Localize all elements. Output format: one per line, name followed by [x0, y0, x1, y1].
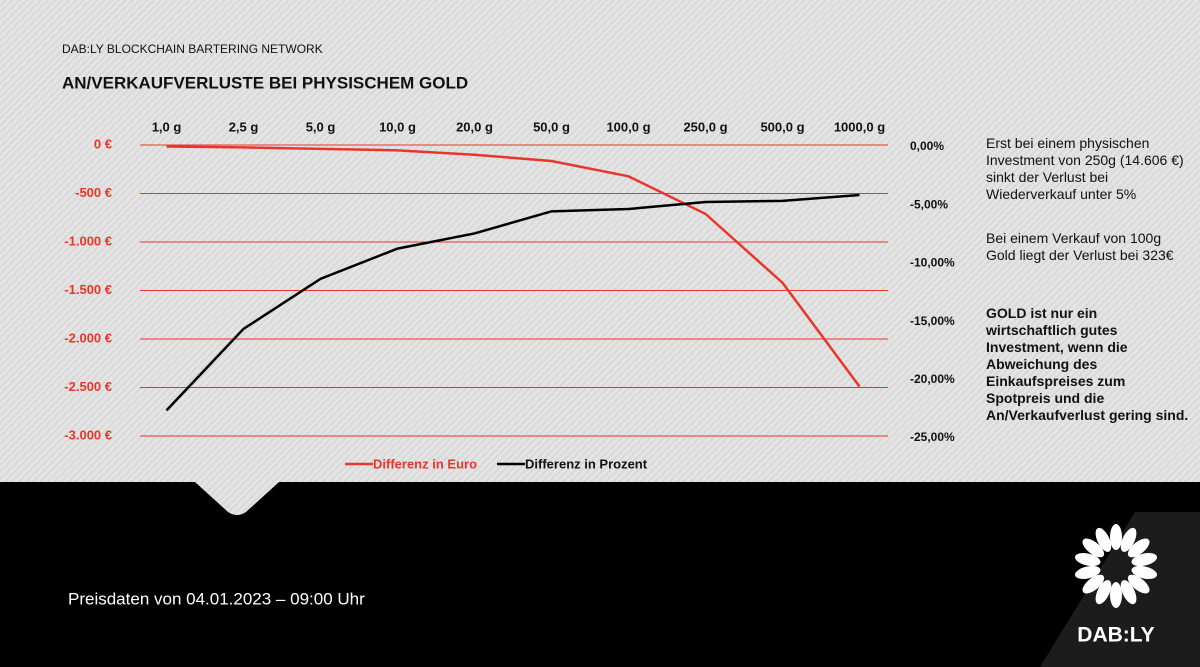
x-tick-label: 250,0 g	[683, 119, 727, 134]
x-tick-label: 2,5 g	[229, 119, 259, 134]
x-tick-label: 20,0 g	[456, 119, 493, 134]
x-tick-label: 1000,0 g	[834, 119, 885, 134]
y-tick-label: 0 €	[94, 136, 112, 151]
y2-tick-label: -20,00%	[910, 372, 955, 386]
note: Bei einem Verkauf von 100g Gold liegt de…	[986, 230, 1174, 263]
petal	[1110, 582, 1122, 608]
petal	[1095, 527, 1112, 552]
logo-text: DAB:LY	[1077, 624, 1154, 647]
series-line	[165, 193, 860, 412]
footer-text: Preisdaten von 04.01.2023 – 09:00 Uhr	[68, 589, 365, 608]
y2-tick-label: -25,00%	[910, 430, 955, 444]
x-tick-label: 10,0 g	[379, 119, 416, 134]
petal	[1095, 580, 1112, 605]
x-tick-label: 50,0 g	[533, 119, 570, 134]
note: Erst bei einem physischen Investment von…	[986, 135, 1184, 202]
y2-tick-label: -10,00%	[910, 256, 955, 270]
petal	[1127, 538, 1150, 558]
petal	[1120, 527, 1137, 552]
petal	[1074, 553, 1101, 567]
chart-title: AN/VERKAUFVERLUSTE BEI PHYSISCHEM GOLD	[62, 73, 468, 92]
petal	[1074, 565, 1101, 579]
y-tick-label: -2.000 €	[64, 330, 112, 345]
brand: DAB:LY BLOCKCHAIN BARTERING NETWORK	[62, 42, 323, 56]
y2-tick-label: -5,00%	[910, 197, 948, 211]
y2-tick-label: 0,00%	[910, 139, 944, 153]
x-tick-label: 5,0 g	[306, 119, 336, 134]
y-tick-label: -1.500 €	[64, 282, 112, 297]
x-tick-label: 100,0 g	[606, 119, 650, 134]
petal	[1120, 580, 1137, 605]
petal	[1110, 524, 1122, 550]
footer-band	[0, 482, 1200, 667]
legend-label: Differenz in Prozent	[525, 456, 648, 471]
petal	[1127, 574, 1150, 594]
series-line	[166, 145, 861, 388]
y-tick-label: -2.500 €	[64, 379, 112, 394]
y-tick-label: -1.000 €	[64, 233, 112, 248]
y-tick-label: -3.000 €	[64, 427, 112, 442]
petal	[1082, 538, 1105, 558]
petal	[1131, 565, 1158, 579]
x-tick-label: 500,0 g	[760, 119, 804, 134]
petal	[1131, 553, 1158, 567]
legend-label: Differenz in Euro	[373, 456, 477, 471]
y2-tick-label: -15,00%	[910, 314, 955, 328]
x-tick-label: 1,0 g	[152, 119, 182, 134]
note: GOLD ist nur ein wirtschaftlich gutes In…	[986, 305, 1189, 423]
logo-flower	[1074, 524, 1158, 608]
y-tick-label: -500 €	[75, 185, 112, 200]
petal	[1082, 574, 1105, 594]
